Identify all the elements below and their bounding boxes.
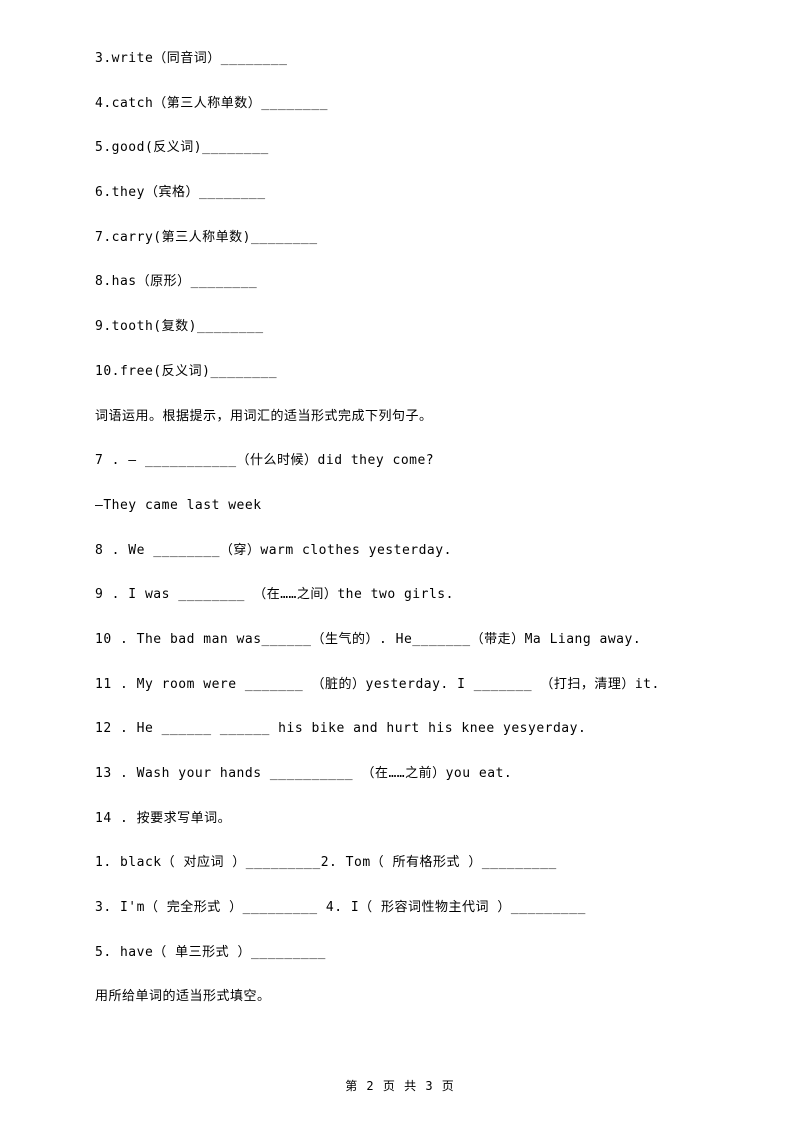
exercise-line: 8 . We ________（穿）warm clothes yesterday… [95, 542, 705, 560]
exercise-line: 7.carry(第三人称单数)________ [95, 229, 705, 247]
exercise-line: 5.good(反义词)________ [95, 139, 705, 157]
exercise-line: 12 . He ______ ______ his bike and hurt … [95, 720, 705, 738]
exercise-line: 14 . 按要求写单词。 [95, 810, 705, 828]
exercise-line: 13 . Wash your hands __________ （在……之前）y… [95, 765, 705, 783]
exercise-line: 6.they（宾格）________ [95, 184, 705, 202]
document-content: 3.write（同音词）________ 4.catch（第三人称单数）____… [0, 0, 800, 1007]
exercise-line: 8.has（原形）________ [95, 273, 705, 291]
exercise-line: 9 . I was ________ （在……之间）the two girls. [95, 586, 705, 604]
exercise-line: 11 . My room were _______ （脏的）yesterday.… [95, 676, 705, 694]
exercise-line: 3. I'm（ 完全形式 ）_________ 4. I（ 形容词性物主代词 ）… [95, 899, 705, 917]
exercise-line: 4.catch（第三人称单数）________ [95, 95, 705, 113]
exercise-line: 7 . — ___________（什么时候）did they come? [95, 452, 705, 470]
exercise-line: 1. black（ 对应词 ）_________2. Tom（ 所有格形式 ）_… [95, 854, 705, 872]
exercise-line: 3.write（同音词）________ [95, 50, 705, 68]
section-heading: 用所给单词的适当形式填空。 [95, 988, 705, 1006]
exercise-line: 10 . The bad man was______（生气的）. He_____… [95, 631, 705, 649]
exercise-line: 9.tooth(复数)________ [95, 318, 705, 336]
exercise-line: 10.free(反义词)________ [95, 363, 705, 381]
page-footer: 第 2 页 共 3 页 [0, 1077, 800, 1094]
exercise-line: —They came last week [95, 497, 705, 515]
section-heading: 词语运用。根据提示，用词汇的适当形式完成下列句子。 [95, 408, 705, 426]
exercise-line: 5. have（ 单三形式 ）_________ [95, 944, 705, 962]
